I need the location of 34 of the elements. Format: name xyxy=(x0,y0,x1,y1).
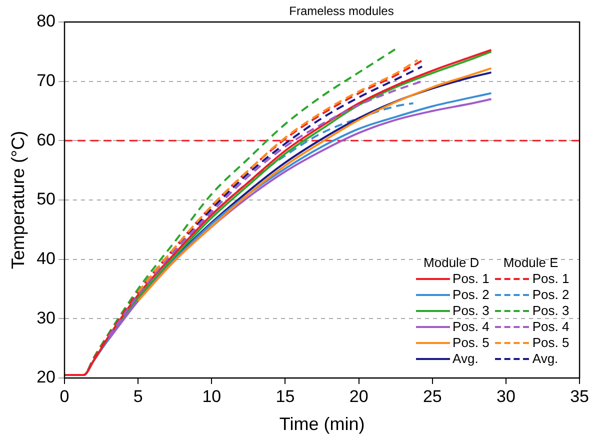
x-axis-title: Time (min) xyxy=(279,414,365,434)
legend-label: Pos. 4 xyxy=(532,319,570,334)
y-tick-label: 50 xyxy=(36,190,56,209)
x-tick-label: 10 xyxy=(202,386,222,406)
legend-label: Pos. 5 xyxy=(452,335,490,350)
y-tick-label: 40 xyxy=(36,249,56,268)
x-tick-label: 0 xyxy=(60,386,70,406)
annotation: Module D xyxy=(422,255,480,270)
y-tick-label: 30 xyxy=(36,308,56,328)
legend-label: Pos. 1 xyxy=(452,271,490,286)
legend-label: Pos. 2 xyxy=(452,287,490,302)
line-series xyxy=(137,58,419,293)
annotation: Module E xyxy=(502,255,560,270)
legend-label: Pos. 4 xyxy=(452,319,490,334)
legend-label: Pos. 5 xyxy=(532,335,570,350)
x-tick-label: 5 xyxy=(133,386,143,406)
legend-label: Pos. 3 xyxy=(532,303,570,318)
x-tick-label: 15 xyxy=(276,386,295,406)
y-tick-label: 80 xyxy=(36,12,56,31)
line-series xyxy=(137,67,492,302)
x-tick-label: 25 xyxy=(422,386,442,406)
legend-label: Avg. xyxy=(532,351,558,366)
legend-label: Pos. 1 xyxy=(532,271,570,286)
legend-label: Pos. 2 xyxy=(532,287,570,302)
x-tick-label: 35 xyxy=(570,386,590,406)
y-tick-label: 20 xyxy=(36,368,56,387)
x-tick-label: 30 xyxy=(496,386,516,406)
y-tick-label: 70 xyxy=(36,71,56,90)
legend-label: Avg. xyxy=(452,351,478,366)
x-tick-label: 20 xyxy=(349,386,368,406)
legend-label: Pos. 3 xyxy=(452,303,490,318)
y-tick-label: 60 xyxy=(36,130,56,150)
y-axis-title: Temperature (°C) xyxy=(8,130,28,270)
chart-title: Frameless modules xyxy=(288,4,395,18)
